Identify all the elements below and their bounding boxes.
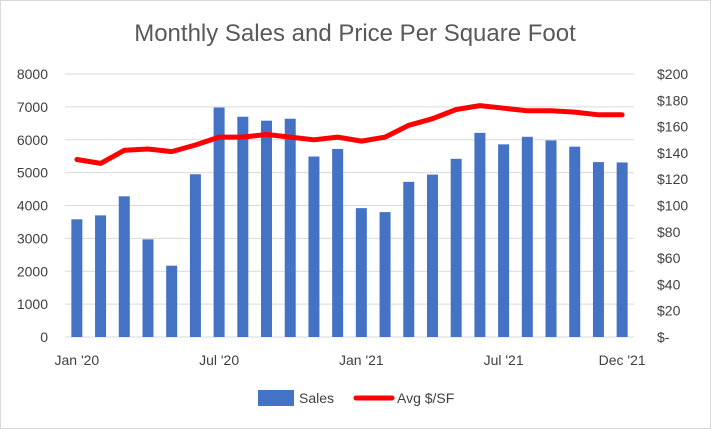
sales-bar [213,107,225,337]
sales-bar [498,144,510,337]
y-left-tick-label: 0 [40,329,48,345]
y-right-tick-label: $- [657,329,670,345]
x-tick-label: Jul '20 [199,352,239,368]
sales-bar [569,146,581,337]
sales-bar [474,132,486,337]
y-left-tick-label: 5000 [17,165,48,181]
sales-bar [237,116,249,337]
y-left-tick-label: 3000 [17,230,48,246]
y-left-tick-label: 7000 [17,99,48,115]
x-axis-labels: Jan '20 Jul '20 Jan '21 Jul '21 Dec '21 [54,352,645,368]
y-right-tick-label: $100 [657,198,688,214]
x-tick-label: Jan '21 [339,352,384,368]
sales-bar [118,196,130,337]
y-right-tick-label: $160 [657,119,688,135]
y-right-tick-label: $120 [657,171,688,187]
chart-title: Monthly Sales and Price Per Square Foot [134,20,576,47]
sales-bar [592,162,604,337]
y-left-tick-label: 1000 [17,296,48,312]
y-right-tick-label: $20 [657,303,681,319]
legend-sales-swatch [258,390,294,406]
x-tick-label: Jan '20 [54,352,99,368]
sales-bar [355,208,367,337]
sales-bar [426,174,438,337]
legend-price-label: Avg $/SF [397,390,454,406]
x-tick-label: Dec '21 [599,352,646,368]
y-right-tick-label: $60 [657,250,681,266]
sales-bar [332,148,344,337]
sales-bar [616,162,628,337]
gridlines [65,73,634,338]
y-right-tick-label: $140 [657,145,688,161]
y-right-tick-label: $40 [657,276,681,292]
sales-bar [308,156,320,337]
y-left-tick-label: 8000 [17,66,48,82]
sales-bar [261,120,273,338]
sales-bar [450,158,462,337]
sales-bar [403,181,415,337]
sales-bar [166,265,178,337]
y-right-tick-label: $180 [657,92,688,108]
sales-bar [284,118,296,338]
sales-bar [95,215,107,337]
sales-bar [142,239,154,337]
y-left-tick-label: 6000 [17,132,48,148]
x-tick-label: Jul '21 [484,352,524,368]
right-axis-labels: $- $20 $40 $60 $80 $100 $120 $140 $160 $180 $200 [657,66,688,345]
sales-bar [189,174,201,337]
y-right-tick-label: $200 [657,66,688,82]
y-right-tick-label: $80 [657,224,681,240]
sales-bar [545,140,557,337]
legend: Sales Avg $/SF [258,390,454,406]
y-left-tick-label: 4000 [17,198,48,214]
sales-bar [71,219,83,337]
sales-bar [379,212,391,337]
price-series-line [74,103,625,166]
legend-sales-label: Sales [299,390,334,406]
left-axis-labels: 0 1000 2000 3000 4000 5000 6000 7000 8000 [17,66,48,345]
sales-bar [521,136,533,337]
sales-bars [71,107,628,338]
y-left-tick-label: 2000 [17,263,48,279]
price-line [74,103,625,166]
